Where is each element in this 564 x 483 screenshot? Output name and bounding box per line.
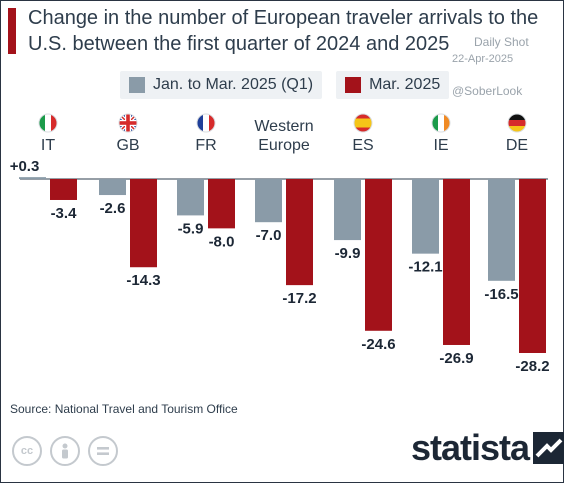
category-label-gb: GB bbox=[116, 137, 139, 154]
bar-mar-de bbox=[519, 179, 546, 353]
bar-mar-ie bbox=[443, 179, 470, 345]
legend-item-q1: Jan. to Mar. 2025 (Q1) bbox=[120, 71, 323, 99]
equals-icon bbox=[88, 436, 118, 466]
watermark-source: Daily Shot bbox=[474, 35, 529, 49]
data-label-q1-ie: -12.1 bbox=[408, 259, 442, 276]
data-label-mar-gb: -14.3 bbox=[126, 272, 160, 289]
watermark-handle: @SoberLook bbox=[452, 84, 523, 98]
bar-mar-gb bbox=[130, 179, 157, 268]
category-label-western-europe-line2: Europe bbox=[258, 137, 310, 154]
flag-it-icon bbox=[38, 113, 58, 133]
flag-gb-icon bbox=[118, 113, 138, 133]
bar-q1-es bbox=[334, 179, 361, 241]
data-label-mar-fr: -8.0 bbox=[209, 233, 235, 250]
bar-mar-es bbox=[365, 179, 392, 331]
category-label-ie: IE bbox=[433, 137, 448, 154]
source-note: Source: National Travel and Tourism Offi… bbox=[10, 402, 238, 416]
bar-mar-fr bbox=[208, 179, 235, 229]
data-label-q1-it: +0.3 bbox=[10, 158, 40, 175]
category-label-it: IT bbox=[41, 137, 55, 154]
bar-q1-gb bbox=[99, 179, 126, 196]
legend-swatch-mar bbox=[345, 77, 362, 93]
statista-mark-icon bbox=[533, 432, 564, 464]
bar-q1-ie bbox=[412, 179, 439, 254]
bar-q1-it bbox=[19, 177, 46, 179]
bar-q1-de bbox=[488, 179, 515, 281]
person-icon bbox=[50, 436, 80, 466]
data-label-q1-es: -9.9 bbox=[335, 245, 361, 262]
flag-es-icon bbox=[353, 113, 373, 133]
data-label-q1-western-europe: -7.0 bbox=[256, 227, 282, 244]
bar-q1-western-europe bbox=[255, 179, 282, 223]
data-label-mar-de: -28.2 bbox=[515, 358, 549, 375]
bar-mar-it bbox=[50, 179, 77, 200]
statista-logo: statista bbox=[411, 427, 564, 469]
data-label-q1-gb: -2.6 bbox=[100, 200, 126, 217]
data-label-mar-it: -3.4 bbox=[51, 205, 78, 222]
cc-icon: cc bbox=[12, 436, 42, 466]
data-label-q1-de: -16.5 bbox=[484, 286, 518, 303]
data-label-q1-fr: -5.9 bbox=[178, 220, 204, 237]
brand-name: statista bbox=[411, 427, 530, 468]
bar-mar-western-europe bbox=[286, 179, 313, 286]
flag-fr-icon bbox=[196, 113, 216, 133]
title-accent-bar bbox=[8, 8, 16, 54]
category-label-es: ES bbox=[352, 137, 373, 154]
legend-label-mar: Mar. 2025 bbox=[369, 76, 441, 93]
category-label-western-europe-line1: Western bbox=[254, 118, 313, 135]
legend: Jan. to Mar. 2025 (Q1) Mar. 2025 bbox=[120, 71, 450, 99]
flag-de-icon bbox=[507, 113, 527, 133]
legend-item-mar: Mar. 2025 bbox=[336, 71, 450, 99]
legend-label-q1: Jan. to Mar. 2025 (Q1) bbox=[153, 76, 314, 93]
data-label-mar-ie: -26.9 bbox=[439, 350, 473, 367]
flag-ie-icon bbox=[431, 113, 451, 133]
data-label-mar-es: -24.6 bbox=[361, 336, 395, 353]
license-icons: cc bbox=[12, 436, 118, 466]
watermark-date: 22-Apr-2025 bbox=[452, 53, 514, 65]
category-label-fr: FR bbox=[195, 137, 216, 154]
legend-swatch-q1 bbox=[129, 77, 145, 93]
bar-chart: IT+0.3 -3.4 GB -2.6 -14.3 FR -5.9 -8.0 Western Eu… bbox=[10, 113, 550, 375]
category-label-de: DE bbox=[506, 137, 528, 154]
data-label-mar-western-europe: -17.2 bbox=[282, 290, 316, 307]
chart-title: Change in the number of European travele… bbox=[28, 7, 539, 55]
bar-q1-fr bbox=[177, 179, 204, 216]
